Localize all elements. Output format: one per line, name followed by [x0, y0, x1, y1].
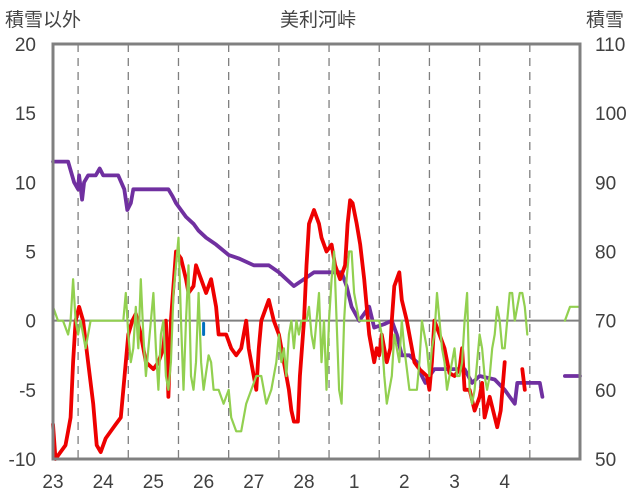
y-left-tick-label: 10 [15, 173, 36, 194]
y-left-tick-label: -5 [19, 381, 36, 402]
left-axis-label: 積雪以外 [5, 9, 82, 31]
y-left-tick-label: 15 [15, 104, 36, 125]
y-left-tick-label: 5 [25, 243, 36, 264]
x-tick-label: 25 [143, 472, 164, 493]
y-left-tick-label: -10 [9, 450, 36, 471]
y-axis-left: -10 -5 0 5 10 15 20 [9, 35, 36, 471]
y-right-tick-label: 60 [595, 381, 616, 402]
y-right-tick-label: 70 [595, 312, 616, 333]
series-line-green [51, 236, 529, 433]
series-line-red [520, 367, 527, 392]
series-line-green [563, 305, 582, 322]
y-right-tick-label: 110 [595, 35, 625, 56]
x-axis: 23 24 25 26 27 28 1 2 3 4 [42, 472, 510, 493]
series-lines [51, 159, 582, 461]
x-tick-label: 26 [193, 472, 214, 493]
y-right-tick-label: 80 [595, 243, 616, 264]
x-tick-label: 24 [93, 472, 115, 493]
y-left-tick-label: 0 [25, 312, 36, 333]
x-tick-label: 23 [42, 472, 63, 493]
y-right-tick-label: 90 [595, 173, 616, 194]
x-tick-label: 3 [449, 472, 460, 493]
plot-frame [51, 42, 582, 461]
x-tick-label: 27 [243, 472, 264, 493]
y-left-tick-label: 20 [15, 35, 36, 56]
y-right-tick-label: 100 [595, 104, 627, 125]
x-tick-label: 28 [293, 472, 314, 493]
x-tick-label: 2 [399, 472, 410, 493]
right-axis-label: 積雪 [586, 9, 625, 31]
x-tick-label: 1 [349, 472, 360, 493]
y-right-tick-label: 50 [595, 450, 616, 471]
y-axis-right: 50 60 70 80 90 100 110 [595, 35, 627, 471]
x-tick-label: 4 [499, 472, 510, 493]
series-line-red [51, 198, 507, 461]
chart-title: 美利河峠 [280, 9, 357, 31]
